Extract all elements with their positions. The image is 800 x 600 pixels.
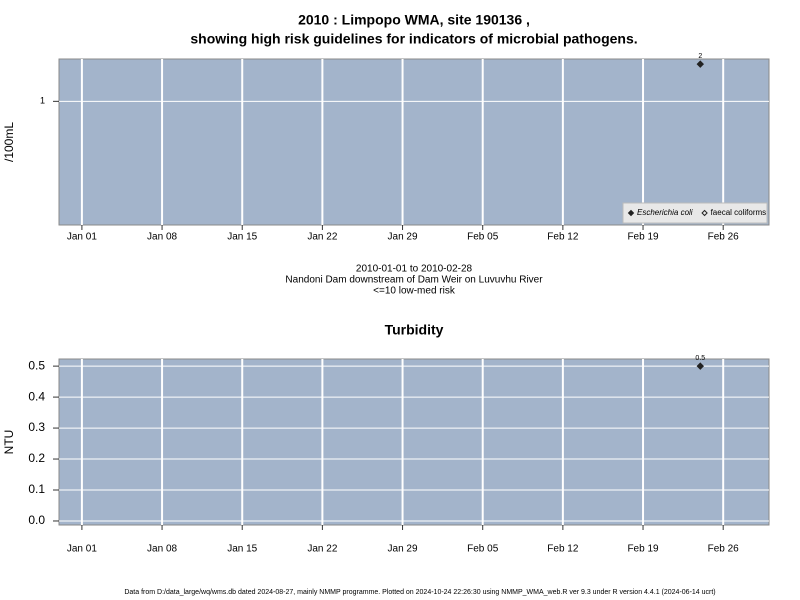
x-tick-label: Jan 22	[307, 232, 337, 243]
plot-area	[58, 358, 770, 526]
x-tick-label: Jan 01	[67, 544, 97, 555]
x-tick-label: Feb 12	[547, 544, 579, 555]
x-tick-label: Jan 08	[147, 232, 177, 243]
y-axis-label: NTU	[2, 430, 16, 455]
x-tick-label: Jan 01	[67, 232, 97, 243]
footer: Data from D:/data_large/wq/wms.db dated …	[124, 589, 715, 596]
caption: <=10 low-med risk	[373, 286, 456, 297]
x-tick-label: Feb 26	[708, 232, 740, 243]
legend-box	[622, 202, 768, 224]
legend-label: Escherichia coli	[637, 208, 693, 217]
value-label: 2	[698, 53, 702, 60]
x-tick-label: Feb 12	[547, 232, 579, 243]
x-tick-label: Jan 15	[227, 232, 257, 243]
caption: 2010-01-01 to 2010-02-28	[356, 264, 473, 275]
legend-marker	[701, 209, 708, 217]
y-tick-label: 0.3	[28, 420, 45, 434]
y-tick-label: 1	[40, 96, 45, 106]
data-point	[696, 362, 704, 370]
chart-title: showing high risk guidelines for indicat…	[190, 31, 637, 47]
legend-label: faecal coliforms	[711, 208, 767, 217]
legend-marker	[627, 209, 635, 217]
caption: Nandoni Dam downstream of Dam Weir on Lu…	[285, 275, 543, 286]
x-tick-label: Jan 15	[227, 544, 257, 555]
value-label: 0.5	[695, 355, 705, 362]
x-tick-label: Jan 29	[388, 544, 418, 555]
y-tick-label: 0.5	[28, 358, 45, 372]
plot-area	[58, 58, 770, 226]
x-tick-label: Jan 22	[307, 544, 337, 555]
data-point	[696, 60, 704, 68]
chart-title: 2010 : Limpopo WMA, site 190136 ,	[298, 12, 530, 28]
x-tick-label: Feb 19	[627, 544, 659, 555]
y-tick-label: 0.1	[28, 482, 45, 496]
y-tick-label: 0.2	[28, 451, 45, 465]
x-tick-label: Feb 19	[627, 232, 659, 243]
y-tick-label: 0.0	[28, 513, 45, 527]
x-tick-label: Feb 26	[708, 544, 740, 555]
x-tick-label: Feb 05	[467, 544, 499, 555]
x-tick-label: Jan 29	[388, 232, 418, 243]
y-axis-label: /100mL	[2, 122, 16, 162]
chart-title: Turbidity	[385, 322, 444, 338]
x-tick-label: Jan 08	[147, 544, 177, 555]
y-tick-label: 0.4	[28, 389, 45, 403]
x-tick-label: Feb 05	[467, 232, 499, 243]
